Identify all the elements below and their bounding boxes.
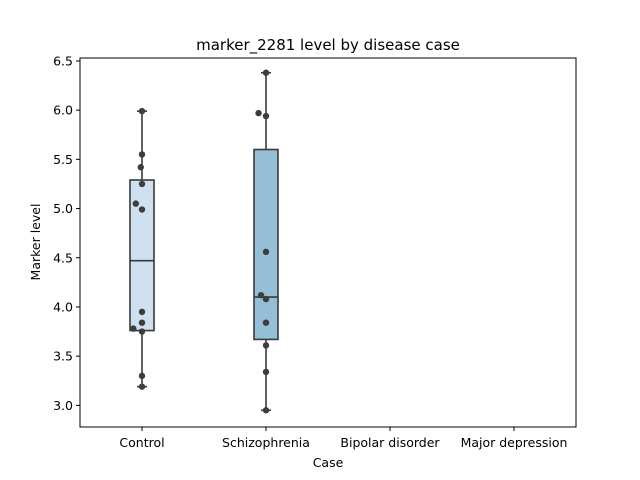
y-tick-label: 5.0 — [53, 201, 73, 216]
box-iqr — [253, 148, 279, 341]
x-tick-label: Major depression — [461, 435, 568, 450]
x-tick-label: Control — [119, 435, 164, 450]
box-group-0 — [129, 107, 155, 390]
data-point — [138, 308, 146, 316]
y-tick-label: 6.0 — [53, 103, 73, 118]
x-axis-label: Case — [313, 455, 344, 470]
data-point — [132, 200, 139, 207]
data-point — [262, 295, 270, 303]
data-point — [138, 206, 146, 213]
data-point — [255, 109, 262, 117]
data-point — [262, 112, 270, 120]
y-tick-label: 3.5 — [53, 349, 73, 364]
data-point — [262, 248, 270, 256]
data-point — [138, 151, 146, 158]
data-point — [138, 328, 146, 335]
data-point — [138, 372, 146, 380]
data-point — [138, 319, 146, 326]
plot-area — [79, 57, 577, 428]
data-point — [262, 342, 270, 349]
data-point — [138, 180, 146, 188]
data-point — [137, 164, 144, 171]
data-point — [138, 383, 146, 390]
y-tick-label: 5.5 — [53, 152, 73, 167]
y-tick-label: 4.0 — [53, 299, 73, 314]
x-tick-label: Bipolar disorder — [340, 435, 440, 450]
box-group-1 — [253, 69, 279, 414]
chart-title: marker_2281 level by disease case — [196, 36, 460, 55]
data-point — [138, 107, 146, 115]
x-axis: Control Schizophrenia Bipolar disorder Majo… — [119, 427, 567, 450]
y-axis: 3.0 3.5 4.0 4.5 5.0 5.5 6.0 6.5 — [53, 53, 80, 413]
y-axis-label: Marker level — [28, 204, 43, 281]
y-tick-label: 3.0 — [53, 398, 73, 413]
data-point — [257, 291, 265, 299]
data-point — [262, 69, 270, 76]
y-tick-label: 6.5 — [53, 53, 73, 68]
data-point — [262, 319, 270, 326]
data-point — [262, 368, 270, 376]
data-point — [130, 325, 137, 332]
plot-frame — [79, 57, 577, 428]
y-tick-label: 4.5 — [53, 250, 73, 265]
data-point — [262, 407, 270, 414]
x-tick-label: Schizophrenia — [222, 435, 310, 450]
